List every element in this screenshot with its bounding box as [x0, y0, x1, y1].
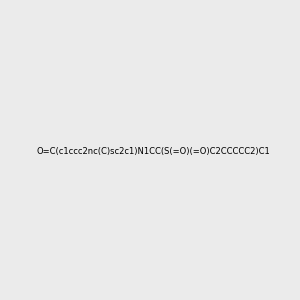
Text: O=C(c1ccc2nc(C)sc2c1)N1CC(S(=O)(=O)C2CCCCC2)C1: O=C(c1ccc2nc(C)sc2c1)N1CC(S(=O)(=O)C2CCC…	[37, 147, 271, 156]
